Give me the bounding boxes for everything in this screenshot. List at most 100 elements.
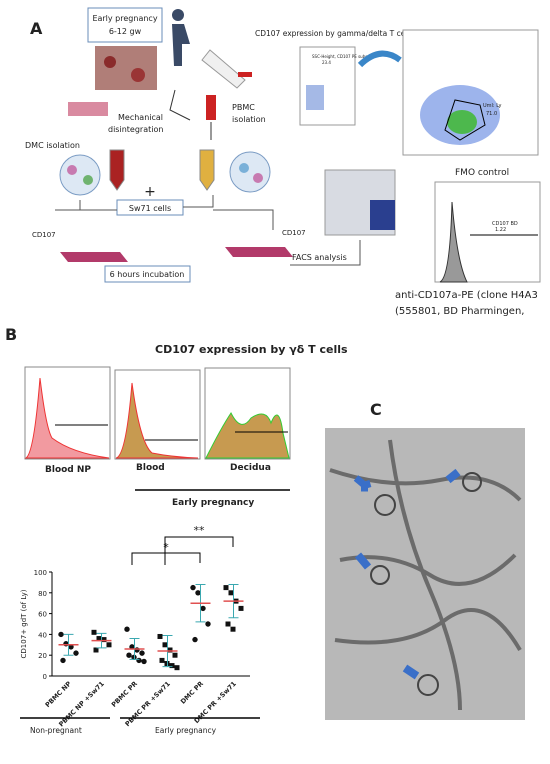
tissue: [131, 68, 145, 82]
y-axis-label: CD107+ gdT (of Ly): [20, 589, 28, 658]
cell: [239, 163, 249, 173]
panel-title: CD107 expression by γδ T cells: [155, 343, 348, 356]
point: [58, 631, 64, 638]
point: [141, 658, 147, 665]
step-label: PBMC: [232, 103, 255, 112]
point: [93, 647, 99, 653]
tissue: [104, 56, 116, 68]
point: [169, 663, 175, 669]
gate-value: 71.0: [486, 111, 497, 117]
micrograph: [325, 428, 525, 720]
point: [157, 633, 163, 639]
cell: [462, 472, 482, 492]
flow-plot: [299, 46, 356, 126]
gate-label: CD107 BD: [492, 221, 518, 227]
point: [91, 629, 97, 635]
point: [73, 650, 79, 656]
point: [96, 636, 102, 642]
step-label: FACS analysis: [292, 253, 347, 262]
tissue-strip: [68, 102, 108, 116]
point: [159, 657, 165, 663]
panel-subtitle: CD107 expression by gamma/delta T cells: [255, 29, 413, 38]
step-label: CD107: [282, 229, 306, 237]
point: [124, 626, 130, 632]
x-tick-label: PBMC PR: [110, 680, 139, 709]
plus: +: [144, 184, 156, 200]
significance: *: [163, 541, 169, 554]
point: [136, 657, 142, 664]
point: [200, 605, 206, 612]
icon: [172, 9, 184, 21]
point: [190, 584, 196, 591]
point: [223, 585, 229, 591]
histograms: [24, 366, 291, 460]
icon: [172, 24, 190, 66]
y-tick-label: 60: [38, 611, 47, 619]
y-tick-label: 40: [38, 631, 47, 639]
tissue-photo: [95, 46, 157, 90]
arrow: [445, 468, 461, 484]
point: [225, 621, 231, 627]
point: [230, 626, 236, 632]
cell: [253, 173, 263, 183]
connector: [55, 195, 274, 230]
point: [126, 652, 132, 658]
cell: [374, 494, 396, 516]
y-tick-label: 100: [34, 569, 47, 577]
group-label: Early pregnancy: [172, 498, 254, 508]
cells: [229, 151, 271, 193]
point: [172, 652, 178, 658]
step-label: disintegration: [108, 125, 163, 134]
gate-value: 1.22: [495, 227, 506, 233]
y-tick-label: 20: [38, 652, 47, 660]
tube: [206, 95, 216, 120]
plate: [60, 252, 128, 262]
point: [174, 665, 180, 671]
step-label: Mechanical: [118, 113, 163, 122]
x-tick-label: PBMC NP: [44, 680, 73, 709]
point: [162, 642, 168, 648]
point: [192, 636, 198, 643]
gate-label: SSC-Height, CD107 PE subset: [312, 54, 372, 59]
box-text: Sw71 cells: [129, 204, 171, 213]
step-label: isolation: [232, 115, 266, 124]
note: (555801, BD Pharmingen,: [395, 306, 524, 317]
box: [104, 265, 191, 283]
cell: [83, 175, 93, 185]
arrow: [354, 552, 372, 570]
tube: [199, 149, 215, 191]
tube: [109, 149, 125, 191]
histogram-label: Decidua: [230, 463, 271, 473]
panel-label: C: [370, 400, 382, 419]
flow-cloud: [447, 110, 477, 134]
cell: [67, 165, 77, 175]
cell: [417, 674, 439, 696]
arrow: [402, 664, 420, 680]
point: [60, 657, 66, 664]
point: [167, 647, 173, 653]
point: [139, 650, 145, 656]
group-label: Early pregnancy: [155, 726, 217, 735]
box: [87, 7, 163, 43]
arrow: [169, 89, 191, 121]
facs-machine: [370, 200, 395, 230]
histogram: [115, 382, 199, 459]
y-tick-label: 80: [38, 590, 47, 598]
point: [63, 641, 69, 647]
panel-label: B: [5, 325, 17, 344]
gate: [444, 99, 486, 141]
point: [101, 637, 107, 643]
tube: [238, 72, 252, 77]
dot-plot: 0 20 40 60 80 100 CD107+ gdT (of Ly) PBMC NP PBM…: [20, 569, 250, 728]
histogram: [24, 377, 110, 459]
histogram: [205, 412, 290, 459]
histogram-label: Blood NP: [45, 465, 91, 475]
plate: [225, 247, 293, 257]
arrow: [353, 475, 372, 492]
point: [228, 590, 234, 596]
gate-label: Uml: Ly: [483, 103, 502, 109]
cell: [370, 565, 390, 585]
connector: [290, 240, 361, 266]
box-text: Early pregnancy: [92, 14, 157, 23]
